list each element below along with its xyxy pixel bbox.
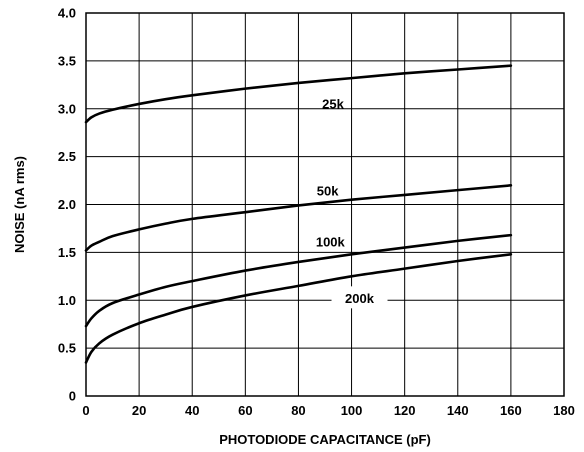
x-tick-label: 80	[291, 403, 305, 418]
series-line-100k	[84, 233, 513, 328]
x-tick-label: 40	[185, 403, 199, 418]
x-tick-label: 100	[341, 403, 363, 418]
x-axis-title: PHOTODIODE CAPACITANCE (pF)	[219, 432, 431, 447]
series-label-200k: 200k	[345, 291, 375, 306]
y-tick-label: 2.0	[58, 197, 76, 212]
series-label-layer: 25k 50k 100k 200k	[316, 96, 388, 309]
series-line-200k	[84, 252, 513, 364]
series-label-50k: 50k	[317, 184, 339, 199]
x-tick-label: 60	[238, 403, 252, 418]
x-tick-label: 180	[553, 403, 575, 418]
curve-layer	[84, 64, 513, 364]
grid-layer	[86, 13, 564, 396]
x-tick-label: 140	[447, 403, 469, 418]
y-tick-label: 2.5	[58, 149, 76, 164]
series-label-25k: 25k	[322, 96, 344, 111]
x-tick-label: 0	[82, 403, 89, 418]
series-label-100k: 100k	[316, 234, 346, 249]
tick-label-layer: 0 20 40 60 80 100 120 140 160 180 0 0.5 1.0 1.5 2.0 2.5…	[58, 6, 575, 419]
y-tick-label: 0.5	[58, 341, 76, 356]
plot-frame	[85, 12, 565, 397]
y-tick-label: 4.0	[58, 6, 76, 21]
series-label-background	[331, 286, 388, 309]
y-axis-title: NOISE (nA rms)	[12, 156, 27, 253]
y-tick-label: 3.0	[58, 101, 76, 116]
x-tick-label: 120	[394, 403, 416, 418]
series-line-25k	[84, 64, 513, 124]
x-tick-label: 160	[500, 403, 522, 418]
series-line-50k	[84, 184, 513, 252]
y-tick-label: 0	[69, 389, 76, 404]
y-tick-label: 3.5	[58, 53, 76, 68]
y-tick-label: 1.5	[58, 245, 76, 260]
y-tick-label: 1.0	[58, 293, 76, 308]
x-tick-label: 20	[132, 403, 146, 418]
